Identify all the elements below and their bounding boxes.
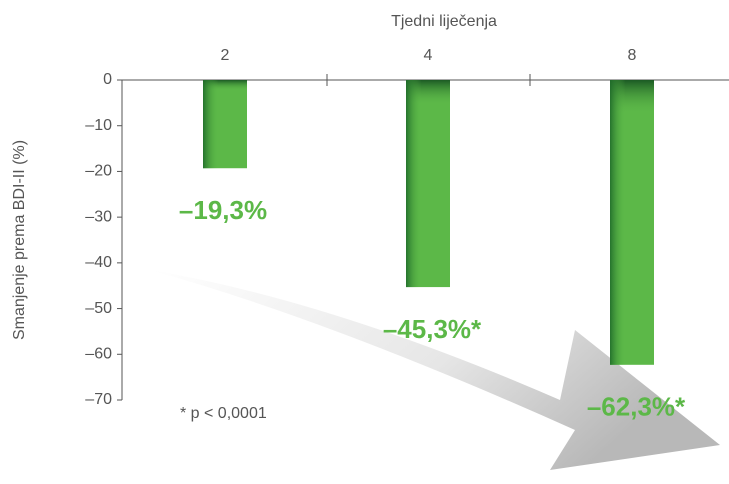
y-tick-label: –70 (85, 391, 112, 408)
y-tick-label: –10 (85, 117, 112, 134)
y-axis-title: Smanjenje prema BDI-II (%) (11, 140, 28, 340)
value-label: –45,3%* (383, 314, 482, 344)
y-tick-label: –50 (85, 300, 112, 317)
y-tick-label: –20 (85, 163, 112, 180)
x-tick-label: 2 (221, 47, 230, 64)
bar (203, 80, 247, 168)
x-tick-label: 4 (424, 47, 433, 64)
footnote: * p < 0,0001 (180, 405, 267, 422)
y-tick-label: 0 (103, 71, 112, 88)
x-axis-title: Tjedni liječenja (391, 13, 497, 30)
x-tick-label: 8 (628, 47, 637, 64)
bar (610, 80, 654, 365)
value-label: –62,3%* (587, 392, 686, 422)
chart: Tjedni liječenja Smanjenje prema BDI-II … (0, 0, 729, 484)
y-tick-label: –60 (85, 346, 112, 363)
value-label: –19,3% (179, 195, 267, 225)
y-tick-label: –30 (85, 208, 112, 225)
y-tick-label: –40 (85, 254, 112, 271)
bar (406, 80, 450, 287)
